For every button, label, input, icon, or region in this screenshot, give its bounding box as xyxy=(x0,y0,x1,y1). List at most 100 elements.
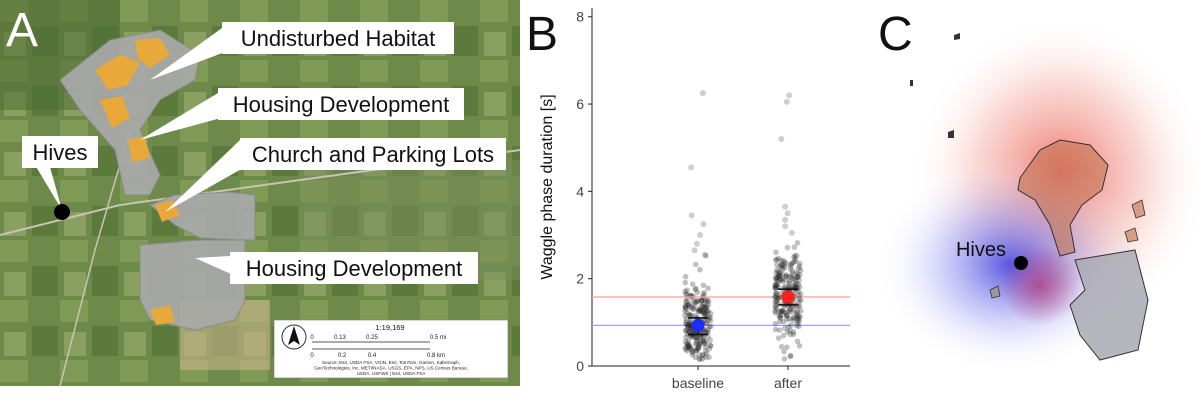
data-point xyxy=(783,273,790,280)
data-point xyxy=(775,295,781,302)
data-point xyxy=(772,326,779,333)
data-point xyxy=(682,327,689,334)
data-point xyxy=(783,260,789,267)
data-point xyxy=(685,344,691,351)
data-point xyxy=(694,289,701,296)
data-point xyxy=(682,291,689,297)
data-point xyxy=(684,292,691,298)
data-point xyxy=(793,252,800,259)
data-point xyxy=(685,337,692,344)
data-point xyxy=(784,244,791,251)
data-point xyxy=(705,308,712,315)
x-tick-label: after xyxy=(774,375,802,391)
data-point xyxy=(689,297,696,304)
data-point xyxy=(773,304,779,311)
data-point xyxy=(790,331,797,338)
data-point xyxy=(688,334,695,340)
data-point xyxy=(796,260,803,267)
callout-undisturbed: Undisturbed Habitat xyxy=(241,26,435,51)
km-tick-0: 0 xyxy=(310,353,314,359)
data-point xyxy=(783,273,790,280)
data-point xyxy=(700,338,706,344)
data-point xyxy=(773,284,779,290)
data-point xyxy=(782,309,789,316)
data-point xyxy=(780,257,787,264)
density-small-patch xyxy=(910,80,913,86)
data-point xyxy=(707,318,714,324)
density-study-area-south xyxy=(1069,249,1149,361)
data-point xyxy=(685,323,691,330)
data-point xyxy=(689,305,696,312)
data-point xyxy=(772,303,778,309)
data-point xyxy=(786,280,793,287)
data-point xyxy=(775,255,782,262)
mi-tick-0: 0 xyxy=(310,335,314,341)
callout-box-housing-1 xyxy=(218,88,464,120)
data-point xyxy=(682,339,689,345)
data-point xyxy=(700,282,707,289)
density-small-patch xyxy=(954,33,960,40)
data-point xyxy=(701,296,708,303)
data-point xyxy=(702,311,709,318)
data-point xyxy=(705,298,712,304)
data-point xyxy=(795,299,802,305)
data-point xyxy=(793,322,800,329)
data-point xyxy=(682,288,689,295)
km-tick-3: 0.8 km xyxy=(427,353,445,359)
data-point xyxy=(683,327,690,334)
data-point xyxy=(688,345,694,351)
data-point xyxy=(703,320,710,326)
data-point xyxy=(684,287,690,294)
data-point xyxy=(687,346,693,352)
data-point xyxy=(776,309,782,315)
data-point xyxy=(772,320,779,327)
data-point xyxy=(779,262,786,269)
data-point xyxy=(704,297,711,304)
data-point xyxy=(683,298,689,304)
data-point xyxy=(796,263,803,270)
data-point xyxy=(796,318,802,325)
data-point xyxy=(702,348,709,354)
data-point xyxy=(685,343,692,349)
overlap-density-core xyxy=(1000,245,1080,325)
density-hives-marker xyxy=(1014,256,1028,270)
outlier-point xyxy=(778,135,785,142)
data-point xyxy=(692,261,699,268)
data-point xyxy=(784,312,790,319)
data-point xyxy=(778,343,785,350)
data-point xyxy=(784,344,790,350)
data-point xyxy=(700,337,707,344)
data-point xyxy=(796,316,802,322)
data-point xyxy=(794,271,801,277)
data-point xyxy=(682,344,689,351)
data-point xyxy=(786,315,793,322)
data-point xyxy=(779,271,786,278)
data-point xyxy=(702,309,709,316)
data-point xyxy=(796,296,803,302)
data-point xyxy=(787,263,794,269)
data-point xyxy=(795,281,802,287)
data-point xyxy=(697,341,703,347)
data-point xyxy=(772,284,778,291)
data-point xyxy=(706,314,712,320)
data-point xyxy=(781,263,788,269)
data-point xyxy=(793,269,800,276)
data-point xyxy=(700,310,707,316)
data-point xyxy=(698,303,705,310)
data-point xyxy=(774,281,781,288)
data-point xyxy=(707,342,714,349)
panel-letter-b: B xyxy=(526,8,558,61)
data-point xyxy=(703,298,709,305)
data-point xyxy=(773,290,779,297)
habitat-patches xyxy=(95,38,180,325)
data-point xyxy=(684,322,691,329)
data-point xyxy=(692,312,699,319)
data-point xyxy=(777,315,784,321)
data-point xyxy=(780,318,787,325)
data-point xyxy=(783,278,790,284)
data-point xyxy=(705,327,711,333)
data-point xyxy=(792,253,798,259)
data-point xyxy=(703,320,710,327)
data-point xyxy=(772,294,778,301)
mean-marker-baseline xyxy=(691,318,705,332)
